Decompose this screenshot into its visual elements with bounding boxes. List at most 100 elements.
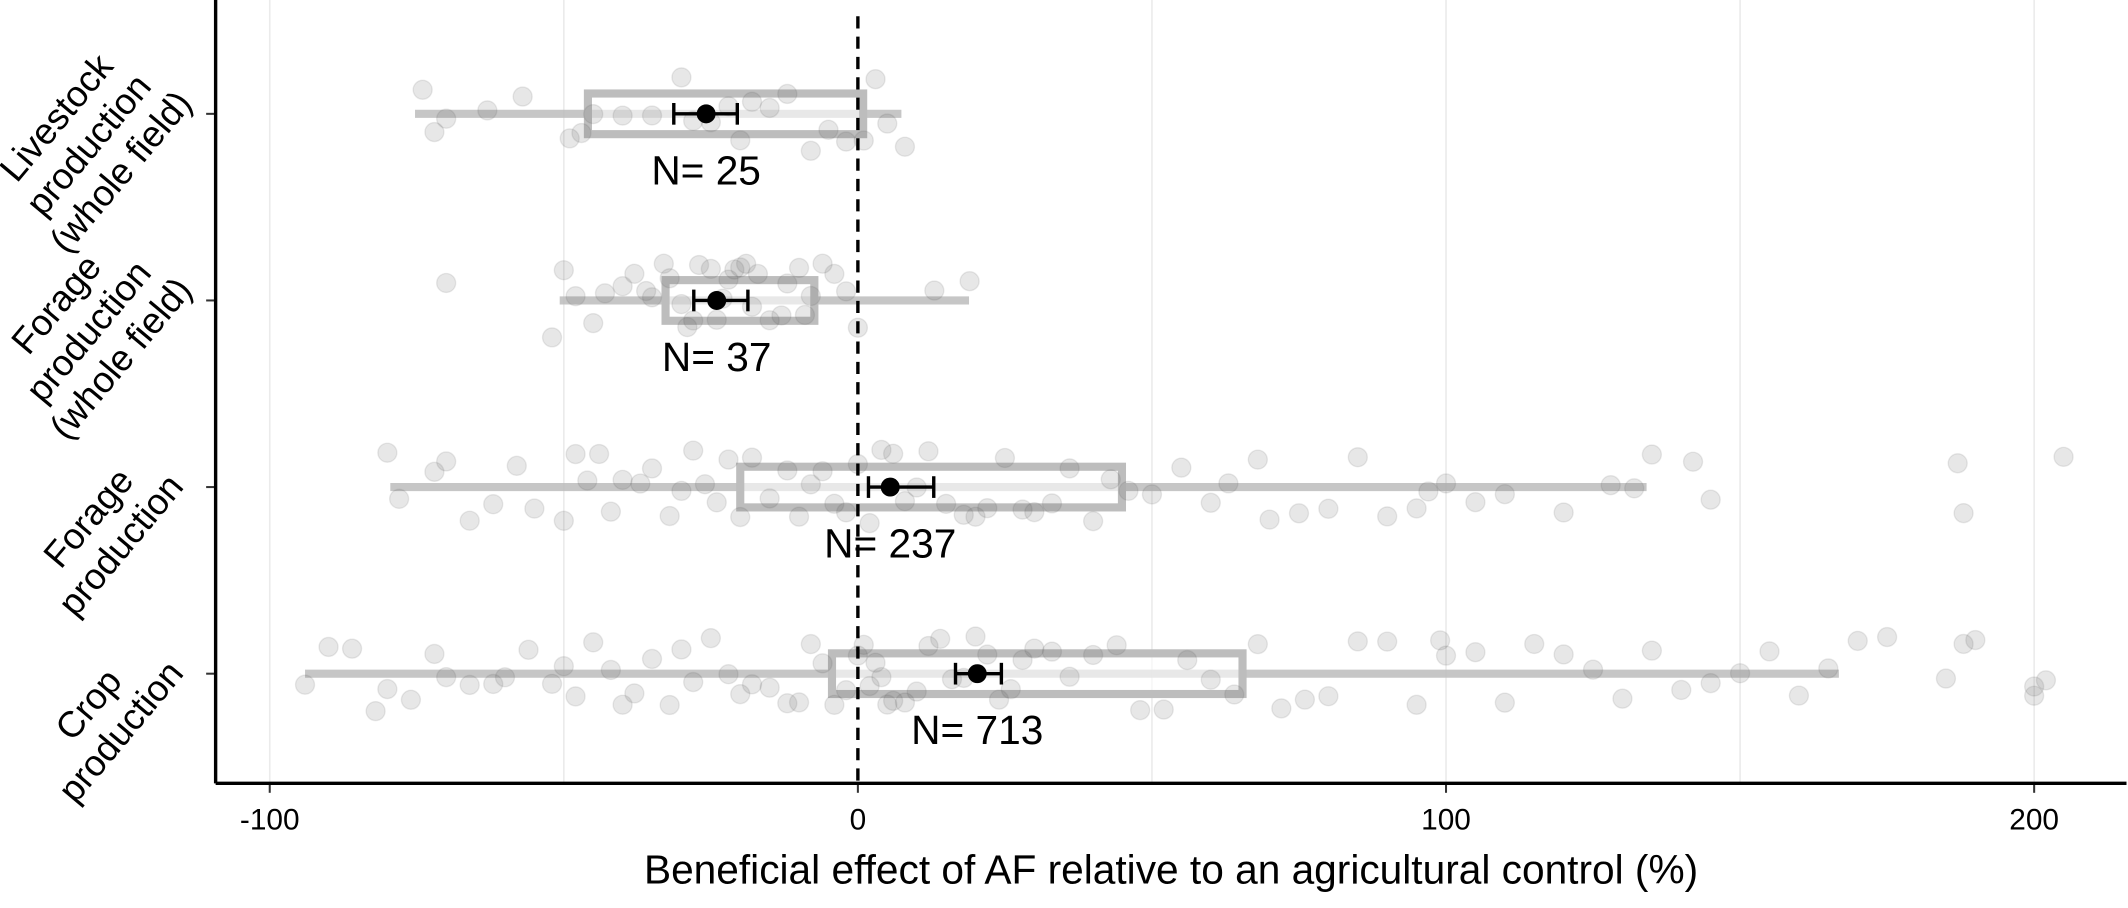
data-point	[653, 253, 674, 274]
data-point	[659, 694, 680, 716]
x-tick-label: 100	[1421, 803, 1471, 836]
data-point	[1788, 685, 1810, 706]
data-point	[600, 659, 622, 681]
data-point	[918, 635, 939, 657]
data-point	[612, 694, 633, 715]
data-point	[624, 263, 645, 284]
data-point	[877, 694, 898, 715]
data-point	[735, 253, 757, 274]
data-point	[730, 683, 751, 705]
data-point	[1465, 642, 1486, 663]
data-point	[835, 680, 857, 701]
data-point	[506, 455, 527, 477]
data-point	[477, 100, 498, 121]
data-point	[483, 673, 504, 695]
data-point	[1671, 679, 1692, 701]
data-point	[906, 681, 927, 702]
mean-point	[880, 477, 900, 497]
data-point	[565, 686, 586, 707]
data-point	[1100, 469, 1121, 490]
data-point	[1012, 649, 1033, 671]
data-point	[659, 268, 680, 289]
y-tick-label: Forageproduction	[18, 439, 191, 623]
data-point	[1000, 678, 1021, 700]
data-point	[677, 316, 698, 338]
data-point	[894, 136, 916, 157]
data-point	[1947, 453, 1968, 474]
data-point	[859, 513, 880, 534]
data-point	[424, 121, 445, 143]
data-point	[800, 285, 821, 307]
data-point	[1553, 644, 1574, 665]
data-point	[1041, 493, 1063, 514]
data-point	[1288, 503, 1310, 524]
data-point	[1682, 451, 1704, 472]
data-point	[583, 312, 604, 334]
data-point	[565, 443, 586, 465]
data-point	[683, 671, 704, 693]
data-point	[835, 131, 857, 152]
data-point	[1847, 630, 1868, 652]
data-point	[1347, 447, 1368, 468]
data-point	[1553, 502, 1574, 523]
data-point	[559, 128, 580, 149]
data-point	[800, 140, 821, 161]
data-point	[436, 108, 457, 129]
data-point	[1624, 478, 1645, 499]
data-point	[741, 674, 763, 695]
data-point	[565, 286, 586, 307]
data-point	[494, 667, 516, 688]
data-point	[1465, 492, 1486, 513]
x-axis-label: Beneficial effect of AF relative to an a…	[644, 847, 1698, 893]
data-point	[1965, 629, 1986, 651]
data-point	[871, 667, 892, 688]
data-point	[777, 460, 798, 481]
data-point	[741, 91, 763, 112]
data-point	[1218, 473, 1239, 494]
data-point	[865, 69, 886, 90]
data-point	[800, 633, 821, 655]
data-point	[294, 674, 316, 695]
data-point	[1406, 498, 1427, 519]
data-point	[1406, 694, 1427, 715]
data-point	[1059, 666, 1080, 687]
data-point	[1494, 692, 1515, 713]
data-point	[706, 492, 727, 513]
data-point	[730, 130, 751, 151]
data-point	[671, 639, 692, 660]
data-point	[1247, 633, 1268, 655]
data-point	[730, 506, 751, 528]
data-point	[1200, 669, 1221, 690]
data-point	[700, 627, 722, 649]
count-label: N= 237	[824, 521, 956, 567]
data-point	[459, 674, 480, 696]
data-point	[2035, 670, 2057, 691]
data-point	[436, 272, 457, 294]
data-point	[671, 67, 692, 88]
data-point	[718, 449, 739, 470]
data-point	[1641, 444, 1663, 465]
data-point	[883, 443, 904, 464]
data-point	[583, 103, 604, 125]
data-point	[1118, 480, 1139, 502]
category-label: Forageproduction(whole field)	[3, 247, 199, 447]
data-point	[1130, 700, 1151, 721]
data-point	[365, 700, 386, 722]
data-point	[700, 258, 722, 280]
data-point	[818, 119, 839, 140]
data-point	[641, 648, 663, 670]
data-point	[1024, 638, 1045, 659]
data-point	[1141, 484, 1163, 505]
count-label: N= 25	[651, 147, 761, 193]
count-label: N= 37	[662, 334, 772, 380]
data-point	[612, 105, 633, 126]
data-point	[1294, 689, 1316, 710]
data-point	[1318, 498, 1339, 519]
data-point	[1224, 684, 1245, 705]
data-point	[777, 273, 798, 294]
data-point	[824, 263, 845, 285]
data-point	[824, 493, 845, 514]
data-point	[694, 474, 716, 495]
data-point	[812, 253, 833, 274]
